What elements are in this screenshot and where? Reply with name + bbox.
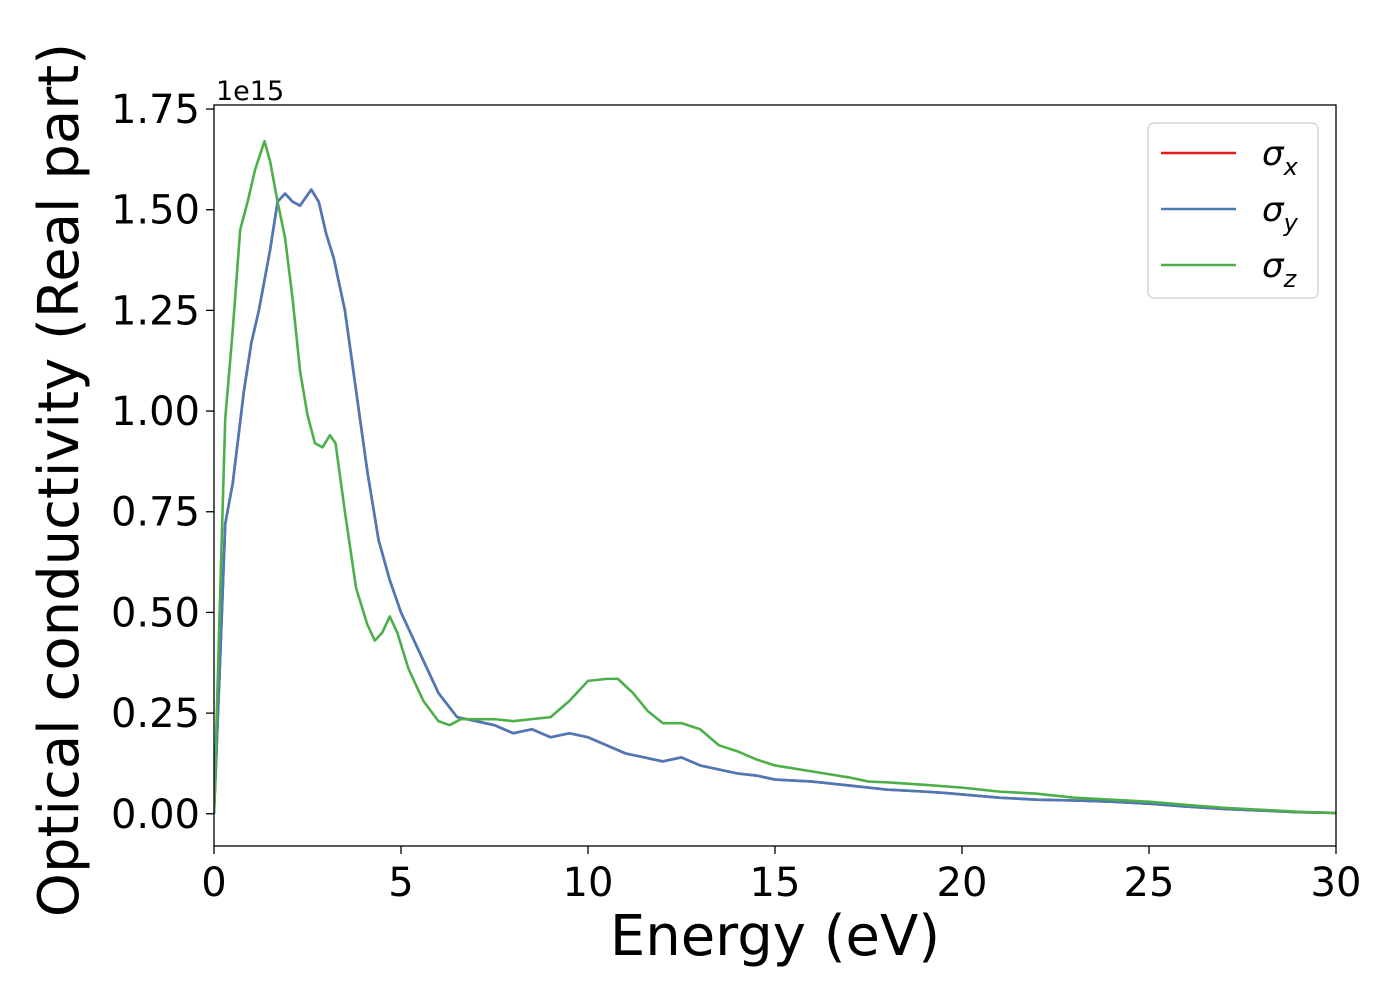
legend-box [1147, 122, 1319, 299]
y-tick-label-1: 0.25 [111, 691, 200, 737]
legend-subscript-y: y [1283, 209, 1299, 237]
legend-symbol-z: σ [1262, 246, 1285, 286]
axes: 0 5 10 15 20 25 30 0.00 0.25 0.50 0.75 1.00 1.25 1.50… [111, 87, 1362, 906]
y-tick-label-7: 1.75 [111, 87, 200, 133]
y-offset-label: 1e15 [216, 76, 284, 107]
y-tick-label-2: 0.50 [111, 590, 200, 636]
legend-symbol-y: σ [1262, 190, 1285, 230]
x-tick-label-4: 20 [937, 860, 988, 906]
legend-label-x: σx [1262, 134, 1299, 181]
x-tick-label-3: 15 [750, 860, 801, 906]
x-tick-label-1: 5 [388, 860, 413, 906]
series-line-y [214, 188, 1336, 815]
x-tick-label-6: 30 [1311, 860, 1362, 906]
x-tick-label-0: 0 [201, 860, 226, 906]
series-line-z [214, 139, 1336, 815]
x-axis-title: Energy (eV) [610, 904, 940, 969]
plot-area [214, 139, 1336, 815]
y-tick-label-3: 0.75 [111, 490, 200, 536]
legend-label-z: σz [1262, 246, 1298, 293]
legend-subscript-z: z [1283, 265, 1298, 293]
y-tick-label-0: 0.00 [111, 792, 200, 838]
x-tick-label-5: 25 [1124, 860, 1175, 906]
y-tick-label-4: 1.00 [111, 389, 200, 435]
y-axis-title: Optical conductivity (Real part) [27, 43, 92, 917]
x-tick-label-2: 10 [563, 860, 614, 906]
y-tick-label-5: 1.25 [111, 288, 200, 334]
legend-symbol-x: σ [1262, 134, 1285, 174]
y-tick-label-6: 1.50 [111, 188, 200, 234]
legend-label-y: σy [1262, 190, 1299, 237]
legend-subscript-x: x [1283, 153, 1299, 181]
